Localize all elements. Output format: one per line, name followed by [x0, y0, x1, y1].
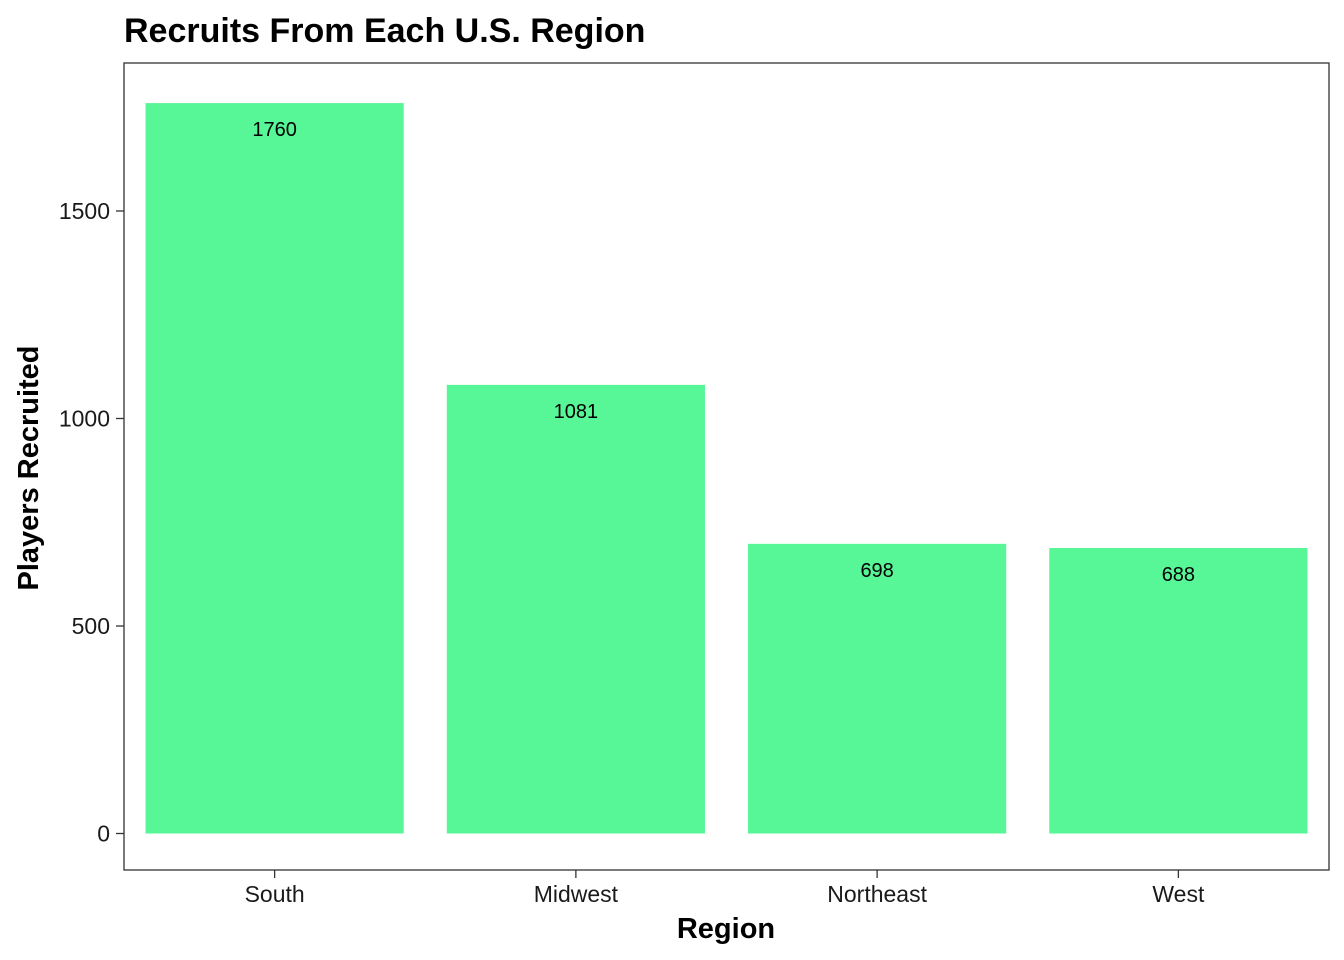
x-tick-label: West [1152, 881, 1205, 907]
bar-northeast [748, 543, 1007, 834]
plot-panel-border [123, 62, 1330, 871]
y-axis-title: Players Recruited [13, 345, 45, 590]
bar-south [145, 103, 404, 834]
bar-value-label: 1760 [252, 119, 297, 141]
bar-value-label: 688 [1162, 564, 1195, 586]
x-tick-label: Midwest [534, 881, 619, 907]
bars-group [145, 103, 1308, 834]
chart-title: Recruits From Each U.S. Region [124, 12, 645, 50]
bar-west [1049, 547, 1308, 834]
y-tick-label: 500 [72, 613, 110, 639]
y-tick-label: 0 [97, 821, 110, 847]
y-axis: 0 500 1000 1500 [59, 198, 124, 847]
bar-value-label: 1081 [554, 401, 599, 423]
x-tick-label: South [245, 881, 305, 907]
y-tick-label: 1000 [59, 406, 110, 432]
x-axis: South Midwest Northeast West [245, 870, 1205, 907]
bar-value-label: 698 [860, 560, 893, 582]
bar-midwest [446, 384, 705, 834]
bar-labels-group: 1760 1081 698 688 [252, 119, 1195, 586]
x-tick-label: Northeast [827, 881, 927, 907]
x-axis-title: Region [677, 913, 775, 945]
y-tick-label: 1500 [59, 198, 110, 224]
